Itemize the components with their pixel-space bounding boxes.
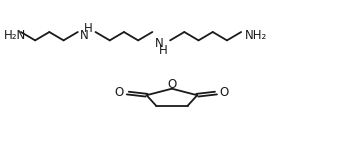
Text: H₂N: H₂N: [4, 29, 26, 42]
Text: H: H: [159, 44, 168, 57]
Text: H: H: [84, 22, 92, 35]
Text: N: N: [79, 29, 88, 42]
Text: O: O: [167, 78, 176, 91]
Text: O: O: [220, 86, 229, 99]
Text: N: N: [155, 37, 164, 50]
Text: O: O: [115, 86, 124, 99]
Text: NH₂: NH₂: [245, 29, 267, 42]
